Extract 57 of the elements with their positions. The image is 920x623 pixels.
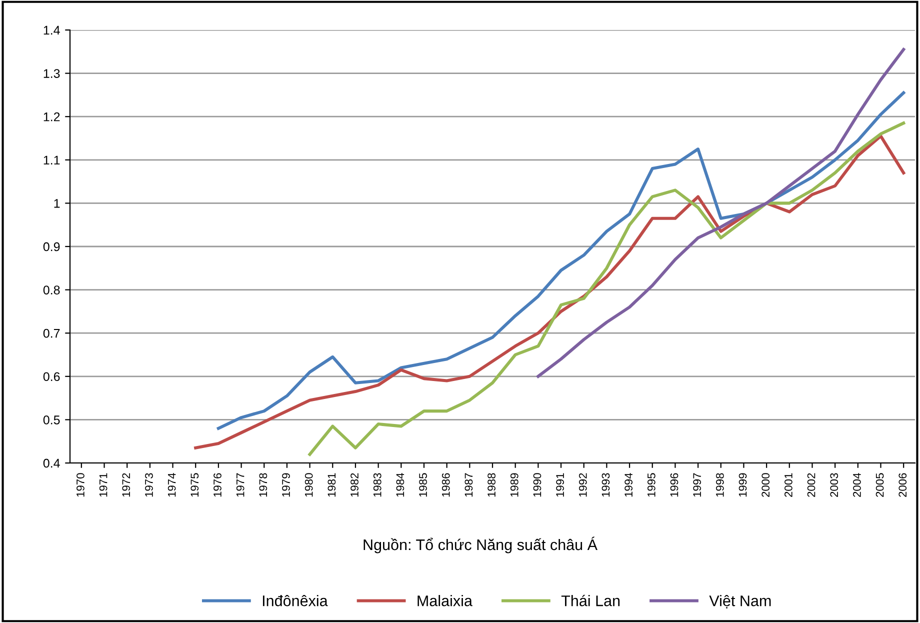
x-tick-label: 1972 [122,473,130,497]
x-tick-label: 2000 [762,473,770,497]
y-tick-label: 0.5 [43,416,60,424]
x-tick-label: 1999 [738,473,747,497]
x-tick-label: 1979 [282,473,290,497]
x-tick-label: 1983 [373,473,382,497]
x-tick-label: 1994 [624,473,633,497]
x-tick-label: 2005 [876,473,884,497]
x-tick-label: 1996 [670,473,678,497]
x-tick-label: 2003 [830,473,838,497]
x-tick-label: 1984 [396,473,404,497]
y-tick-label: 0.8 [43,286,60,294]
x-tick-label: 1985 [419,473,427,497]
x-tick-label: 2002 [807,473,816,497]
y-tick-label: 1.3 [44,69,60,78]
line-series [308,122,906,456]
x-tick-label: 2004 [853,473,861,497]
x-tick-label: 1970 [76,473,84,497]
x-tick-label: 1988 [488,473,496,497]
x-tick-label: 1998 [716,473,724,497]
x-tick-label: 1975 [190,473,199,497]
x-tick-label: 1980 [304,473,313,497]
x-tick-label: 1976 [214,473,222,497]
line-series [536,48,906,378]
x-tick-label: 1973 [145,473,153,497]
x-tick-label: 1990 [533,473,542,497]
legend-label: Inđônêxia [262,594,328,606]
x-tick-label: 1991 [556,473,564,497]
line-series [194,134,906,450]
text: Nguồn: Tổ chức Năng suất châu Á [364,536,598,554]
x-tick-label: 1977 [236,473,244,497]
x-tick-label: 1982 [350,473,358,497]
y-tick-label: 0.7 [43,328,60,338]
y-tick-label: 0.4 [43,458,60,468]
x-tick-label: 1992 [578,473,587,497]
x-tick-label: 1993 [602,473,610,497]
x-tick-label: 2006 [898,473,907,497]
x-tick-label: 1987 [464,473,473,497]
y-tick-label: 1.1 [44,156,60,164]
y-tick-label: 0.9 [43,242,60,252]
x-tick-label: 1986 [442,473,450,497]
x-tick-label: 1974 [168,473,176,497]
x-tick-label: 1981 [328,473,336,497]
y-tick-label: 1 [54,199,60,208]
y-tick-label: 0.6 [43,372,60,382]
x-tick-label: 1997 [693,473,702,497]
x-tick-label: 1978 [259,473,268,497]
legend-label: Thái Lan [561,594,620,606]
y-tick-label: 1.2 [44,112,60,122]
x-tick-label: 1989 [510,473,518,497]
line-series [216,91,906,430]
x-tick-label: 2001 [784,473,792,497]
y-tick-label: 1.4 [44,26,60,35]
x-tick-label: 1971 [99,473,108,497]
legend-label: Việt Nam [709,594,771,608]
x-tick-label: 1995 [647,473,656,497]
legend-label: Malaixia [418,595,472,606]
